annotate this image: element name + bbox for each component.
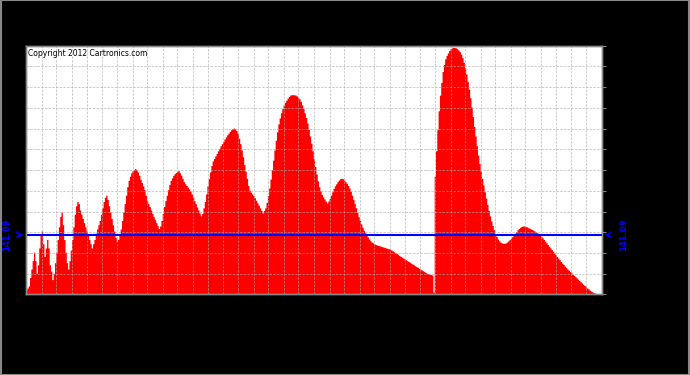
Text: Solar Radiation (red)  & Day Average (blue) per Minute W/m2 Mon Mar 12 18:56: Solar Radiation (red) & Day Average (blu… xyxy=(63,19,627,32)
Text: 09:19: 09:19 xyxy=(98,299,107,323)
Text: 16:25: 16:25 xyxy=(476,299,485,323)
Text: 12:10: 12:10 xyxy=(249,299,258,323)
Text: 18:24: 18:24 xyxy=(582,299,591,323)
Text: 16:08: 16:08 xyxy=(460,299,469,323)
Text: 13:52: 13:52 xyxy=(339,299,348,323)
Text: 15:51: 15:51 xyxy=(446,299,455,323)
Text: 09:36: 09:36 xyxy=(112,299,121,323)
Text: 12:44: 12:44 xyxy=(279,299,288,323)
Text: 11:18: 11:18 xyxy=(203,299,212,323)
Text: 13:18: 13:18 xyxy=(309,299,319,323)
Text: 08:44: 08:44 xyxy=(68,299,77,323)
Text: 14:43: 14:43 xyxy=(386,299,395,323)
Text: 141.09: 141.09 xyxy=(2,219,12,251)
Text: 15:00: 15:00 xyxy=(400,299,409,323)
Text: 12:27: 12:27 xyxy=(264,299,273,323)
Text: 11:35: 11:35 xyxy=(219,299,228,323)
Text: 08:10: 08:10 xyxy=(37,299,46,323)
Text: 18:07: 18:07 xyxy=(567,299,576,323)
Text: 10:27: 10:27 xyxy=(159,299,168,323)
Text: 09:53: 09:53 xyxy=(128,299,137,323)
Text: 10:10: 10:10 xyxy=(143,299,152,323)
Text: 17:33: 17:33 xyxy=(537,299,546,323)
Text: 08:27: 08:27 xyxy=(52,299,61,323)
Text: 15:17: 15:17 xyxy=(416,299,425,323)
Text: 11:01: 11:01 xyxy=(188,299,197,323)
Text: 141.09: 141.09 xyxy=(619,219,629,251)
Text: 09:01: 09:01 xyxy=(82,299,91,323)
Text: 14:09: 14:09 xyxy=(355,299,364,323)
Text: 13:01: 13:01 xyxy=(294,299,303,323)
Text: 16:59: 16:59 xyxy=(506,299,515,323)
Text: 11:52: 11:52 xyxy=(233,299,242,323)
Text: 17:50: 17:50 xyxy=(551,299,560,323)
Text: 13:35: 13:35 xyxy=(325,299,334,323)
Text: 16:42: 16:42 xyxy=(491,299,500,323)
Text: 10:44: 10:44 xyxy=(172,299,181,323)
Text: 17:16: 17:16 xyxy=(521,299,530,323)
Text: Copyright 2012 Cartronics.com: Copyright 2012 Cartronics.com xyxy=(28,50,148,58)
Text: 15:34: 15:34 xyxy=(431,299,440,323)
Text: 14:26: 14:26 xyxy=(370,299,379,323)
Text: 18:41: 18:41 xyxy=(597,299,607,323)
Text: 07:36: 07:36 xyxy=(21,299,31,323)
